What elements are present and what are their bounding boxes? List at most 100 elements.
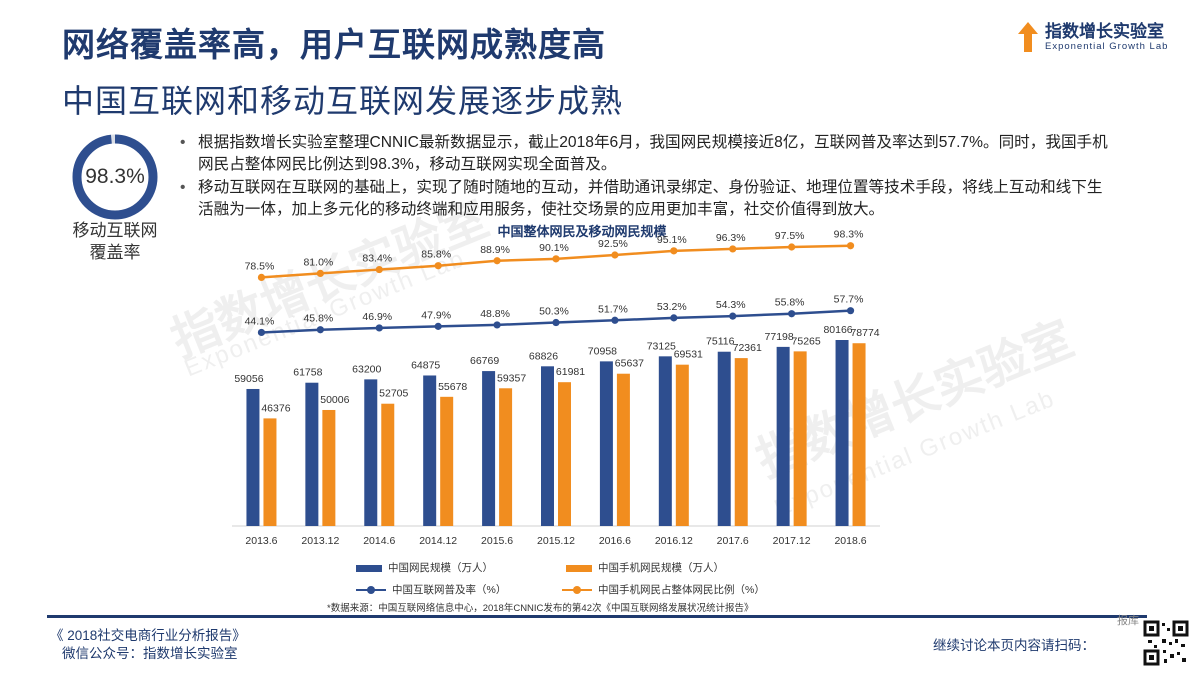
x-tick-label: 2016.12 xyxy=(655,535,693,547)
label-mobile-share: 88.9% xyxy=(480,244,510,256)
legend-mobile-users: 中国手机网民规模（万人） xyxy=(566,560,724,575)
point-mobile-share xyxy=(316,269,324,277)
legend-internet-users: 中国网民规模（万人） xyxy=(356,560,493,575)
x-tick-label: 2018.6 xyxy=(834,535,866,547)
arrow-up-icon xyxy=(1018,22,1038,52)
bar-label-mobile-users: 46376 xyxy=(261,402,290,414)
bar-label-internet-users: 68826 xyxy=(529,350,558,362)
point-penetration xyxy=(434,322,442,330)
bar-internet-users xyxy=(835,340,849,526)
bar-mobile-users xyxy=(675,364,689,526)
bar-internet-users xyxy=(482,371,496,526)
x-tick-label: 2013.6 xyxy=(245,535,277,547)
x-tick-label: 2015.6 xyxy=(481,535,513,547)
point-penetration xyxy=(788,310,796,318)
logo: 指数增长实验室 Exponential Growth Lab xyxy=(1015,14,1175,58)
legend-swatch xyxy=(356,564,382,572)
label-mobile-share: 97.5% xyxy=(775,230,805,242)
label-penetration: 50.3% xyxy=(539,306,569,318)
bar-mobile-users xyxy=(263,418,277,526)
bar-internet-users xyxy=(599,361,613,526)
legend-label: 中国手机网民规模（万人） xyxy=(598,562,724,574)
point-penetration xyxy=(729,312,737,320)
bar-mobile-users xyxy=(558,382,571,526)
point-mobile-share xyxy=(846,242,855,250)
label-penetration: 48.8% xyxy=(480,308,510,320)
legend-mobile-share: 中国手机网民占整体网民比例（%） xyxy=(562,582,765,597)
bar-label-internet-users: 75116 xyxy=(706,336,735,348)
bar-label-internet-users: 59056 xyxy=(234,373,263,385)
point-penetration xyxy=(552,318,560,327)
qr-code-icon[interactable] xyxy=(1143,620,1189,666)
footer-divider xyxy=(47,615,1147,618)
bar-label-mobile-users: 55678 xyxy=(438,381,467,393)
x-tick-label: 2017.6 xyxy=(717,535,749,547)
legend-label: 中国互联网普及率（%） xyxy=(392,584,507,596)
point-penetration xyxy=(316,326,324,334)
coverage-ring: 98.3% xyxy=(70,132,160,222)
bar-mobile-users xyxy=(616,373,630,526)
label-mobile-share: 90.1% xyxy=(539,242,569,254)
point-penetration xyxy=(611,316,619,324)
legend-label: 中国手机网民占整体网民比例（%） xyxy=(598,584,765,596)
bar-internet-users xyxy=(423,375,437,526)
bar-mobile-users xyxy=(734,358,748,526)
point-mobile-share xyxy=(257,273,266,281)
legend-swatch xyxy=(566,564,592,572)
bar-mobile-users xyxy=(793,351,807,526)
footer-cta: 继续讨论本页内容请扫码： xyxy=(933,638,1095,653)
point-penetration xyxy=(493,321,501,329)
point-mobile-share xyxy=(552,255,560,263)
page-subtitle: 中国互联网和移动互联网发展逐步成熟 xyxy=(62,83,624,119)
bar-label-mobile-users: 52705 xyxy=(379,388,408,400)
label-mobile-share: 78.5% xyxy=(245,260,275,272)
legend-penetration: 中国互联网普及率（%） xyxy=(356,582,506,597)
bar-label-internet-users: 66769 xyxy=(470,355,499,367)
label-penetration: 54.3% xyxy=(716,299,746,311)
label-mobile-share: 85.8% xyxy=(421,249,451,261)
legend-swatch xyxy=(356,586,386,595)
point-mobile-share xyxy=(434,262,442,270)
bar-label-internet-users: 63200 xyxy=(352,363,381,375)
bar-mobile-users xyxy=(499,388,513,526)
footer-left: 《 2018社交电商行业分析报告》 微信公众号：指数增长实验室 xyxy=(50,627,246,663)
bar-label-mobile-users: 69531 xyxy=(674,349,703,361)
label-mobile-share: 98.3% xyxy=(834,229,864,241)
bar-label-mobile-users: 75265 xyxy=(792,335,821,347)
coverage-label-line2: 覆盖率 xyxy=(89,243,141,262)
bar-label-internet-users: 77198 xyxy=(765,331,794,343)
bullet-item: 根据指数增长实验室整理CNNIC最新数据显示，截止2018年6月，我国网民规模接… xyxy=(178,132,1118,177)
label-penetration: 51.7% xyxy=(598,303,628,315)
bar-label-internet-users: 64875 xyxy=(411,359,440,371)
bar-internet-users xyxy=(541,366,554,526)
bar-label-internet-users: 70958 xyxy=(588,345,617,357)
label-mobile-share: 96.3% xyxy=(716,232,746,244)
point-mobile-share xyxy=(729,245,737,253)
bar-label-mobile-users: 65637 xyxy=(615,358,644,370)
coverage-label-line1: 移动互联网 xyxy=(72,221,158,240)
bar-label-internet-users: 61758 xyxy=(293,367,322,379)
bar-label-internet-users: 73125 xyxy=(647,340,676,352)
page-title: 网络覆盖率高，用户互联网成熟度高 xyxy=(62,26,606,63)
chart-title: 中国整体网民及移动网民规模 xyxy=(497,224,667,239)
point-mobile-share xyxy=(493,257,501,265)
label-penetration: 55.8% xyxy=(775,297,805,309)
bar-mobile-users xyxy=(322,409,336,526)
point-penetration xyxy=(670,314,678,322)
label-mobile-share: 92.5% xyxy=(598,238,628,250)
point-mobile-share xyxy=(788,243,796,251)
bar-label-mobile-users: 50006 xyxy=(320,394,349,406)
x-tick-label: 2017.12 xyxy=(773,535,811,547)
legend-label: 中国网民规模（万人） xyxy=(388,562,493,574)
legend-swatch xyxy=(562,586,592,595)
bar-internet-users xyxy=(717,351,731,526)
footer-report: 《 2018社交电商行业分析报告》 xyxy=(50,628,246,643)
label-penetration: 57.7% xyxy=(834,294,864,306)
point-mobile-share xyxy=(611,251,619,259)
bar-internet-users xyxy=(776,346,790,526)
bar-label-internet-users: 80166 xyxy=(823,324,852,336)
bar-internet-users xyxy=(364,379,378,526)
footer-wechat: 微信公众号：指数增长实验室 xyxy=(62,646,238,661)
label-mobile-share: 95.1% xyxy=(657,234,687,246)
